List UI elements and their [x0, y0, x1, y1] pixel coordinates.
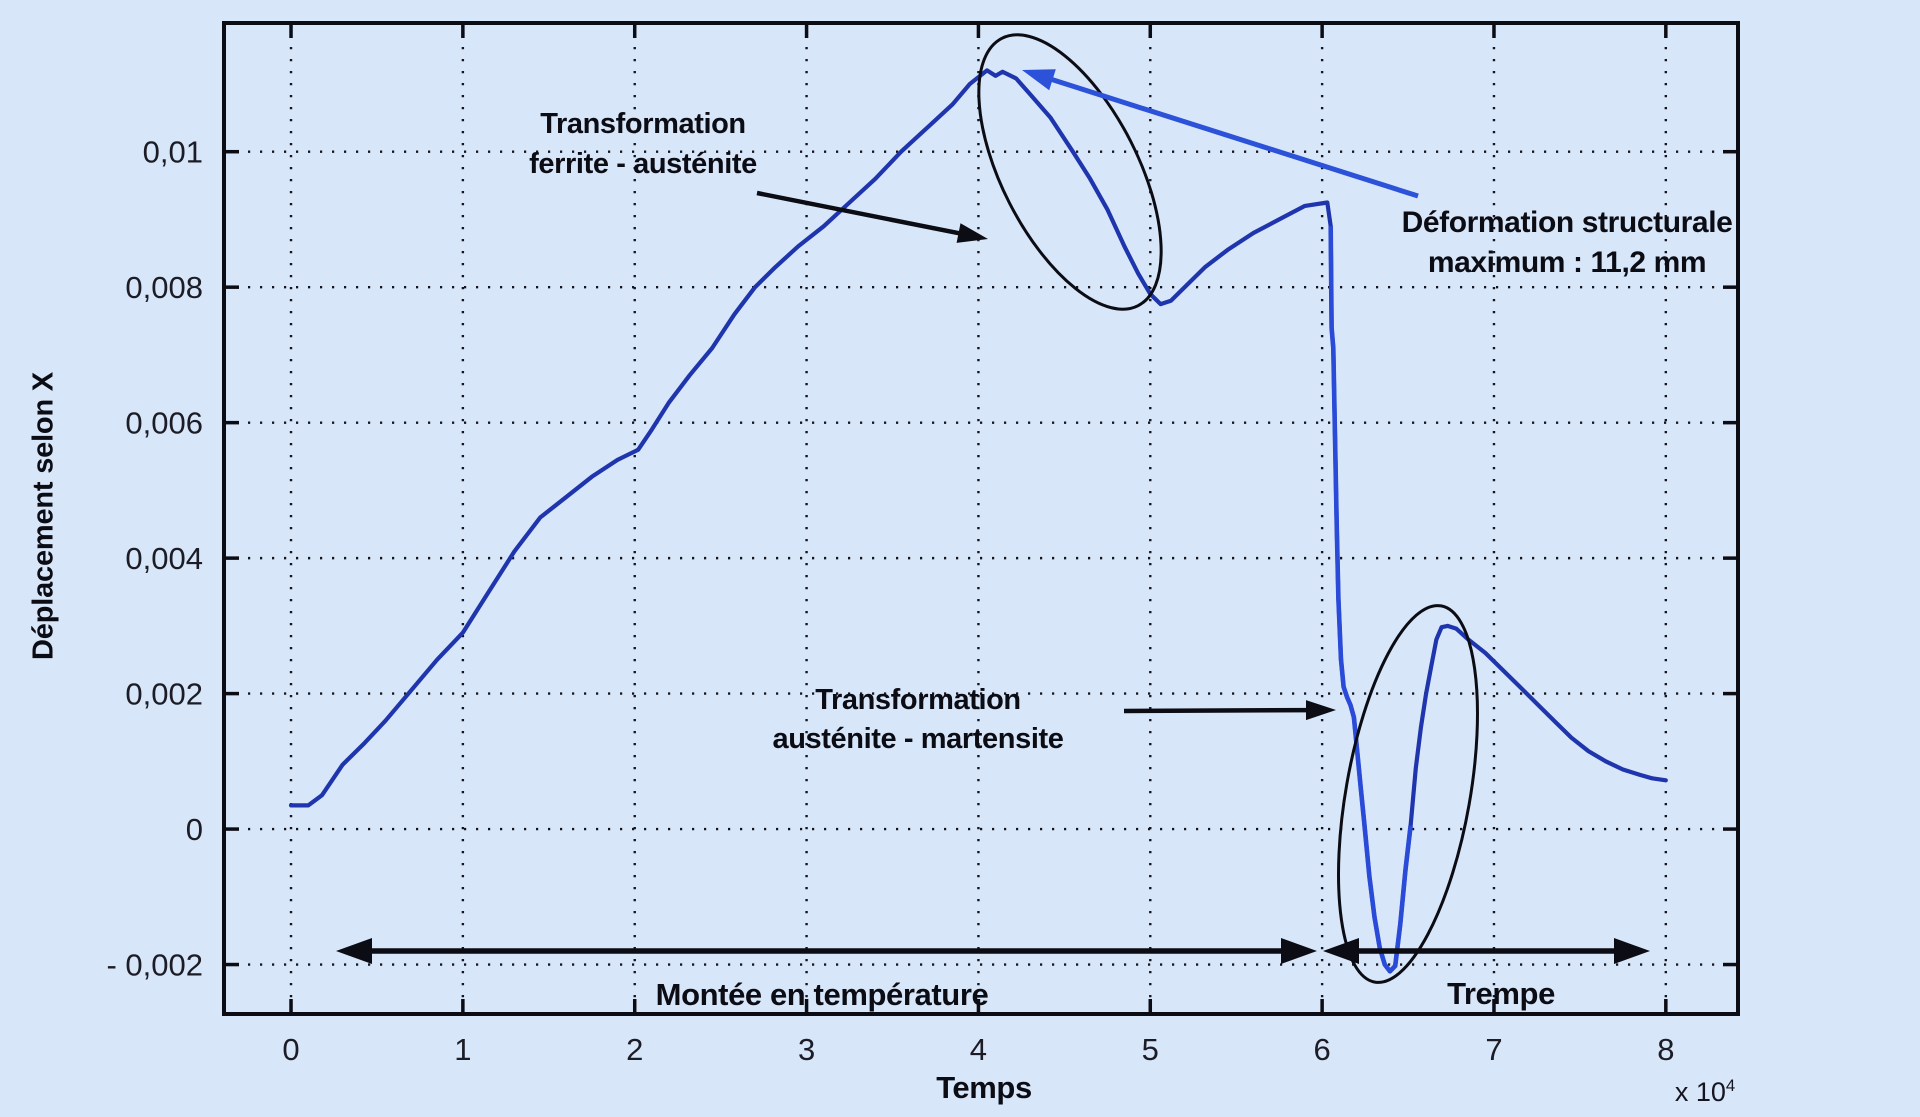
- annotation-austenite-line1: Transformation: [815, 684, 1021, 716]
- annotation-ferrite-line2: ferrite - austénite: [529, 148, 757, 180]
- deformation-annotation-arrow-end-head: [1022, 69, 1056, 91]
- x-tick-label-6: 6: [1313, 1032, 1330, 1067]
- annotation-deformation-max: Déformation structurale maximum : 11,2 m…: [1402, 203, 1733, 283]
- x-tick-label-8: 8: [1657, 1032, 1674, 1067]
- phase-label-trempe: Trempe: [1447, 976, 1555, 1011]
- x-tick-label-1: 1: [454, 1032, 471, 1067]
- plot-border: [222, 21, 1740, 1016]
- annotation-ferrite-austenite: Transformation ferrite - austénite: [529, 104, 757, 184]
- x-tick-label-4: 4: [970, 1032, 987, 1067]
- annotation-ferrite-line1: Transformation: [540, 108, 746, 140]
- ferrite-annotation-arrow-end-head: [956, 223, 988, 243]
- annotation-deformation-line1: Déformation structurale: [1401, 206, 1733, 239]
- x-tick-label-2: 2: [626, 1032, 643, 1067]
- x-axis-exponent-power: 4: [1725, 1076, 1736, 1095]
- data-curve: [288, 68, 1668, 974]
- x-tick-label-7: 7: [1485, 1032, 1502, 1067]
- annotation-austenite-martensite: Transformation austénite - martensite: [773, 681, 1064, 759]
- annotation-deformation-line2: maximum : 11,2 mm: [1427, 246, 1707, 279]
- y-tick-label-0,008: 0,008: [125, 270, 203, 305]
- x-axis-exponent-base: x 10: [1674, 1077, 1726, 1107]
- y-tick-label--0,002: - 0,002: [106, 948, 203, 983]
- montee-range-arrow-start-head: [336, 938, 372, 964]
- y-tick-label-0: 0: [186, 812, 203, 847]
- deformation-annotation-arrow: [1046, 75, 1419, 199]
- austenite-annotation-arrow: [1123, 707, 1313, 714]
- ferrite-annotation-arrow: [756, 190, 965, 237]
- y-tick-label-0,004: 0,004: [125, 541, 203, 576]
- x-tick-label-5: 5: [1142, 1032, 1159, 1067]
- y-tick-label-0,002: 0,002: [125, 677, 203, 712]
- x-axis-exponent: x 104: [1675, 1076, 1735, 1108]
- trempe-range-arrow-start-head: [1323, 938, 1359, 964]
- x-axis-title: Temps: [936, 1070, 1032, 1105]
- ellipse-ferrite-zone: [977, 33, 1163, 311]
- montee-range-arrow-end-head: [1281, 938, 1317, 964]
- y-tick-label-0,006: 0,006: [125, 406, 203, 441]
- austenite-annotation-arrow-end-head: [1306, 700, 1336, 721]
- x-tick-label-3: 3: [798, 1032, 815, 1067]
- y-tick-label-0,01: 0,01: [143, 135, 203, 170]
- y-axis-title: Déplacement selon X: [27, 372, 60, 660]
- data-curve-steep-segment: [1328, 226, 1413, 974]
- ellipse-martensite-zone: [1337, 604, 1479, 984]
- trempe-range-arrow-end-head: [1614, 938, 1650, 964]
- phase-label-montee: Montée en température: [655, 977, 989, 1012]
- annotation-austenite-line2: austénite - martensite: [772, 723, 1064, 755]
- x-tick-label-0: 0: [282, 1032, 299, 1067]
